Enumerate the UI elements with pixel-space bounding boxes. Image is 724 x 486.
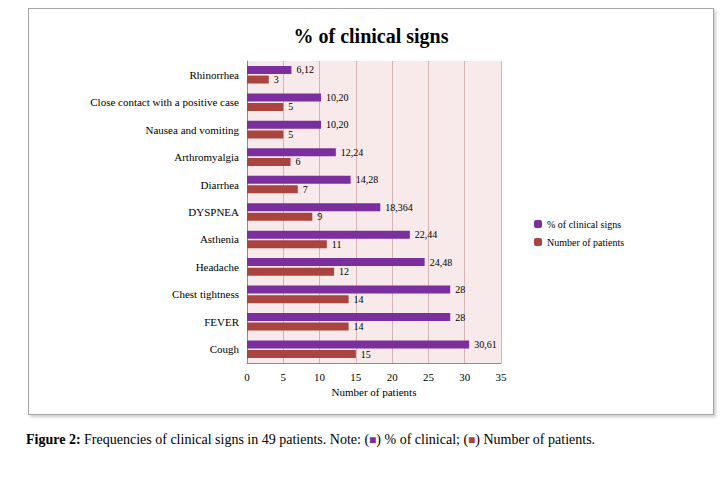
- svg-text:Number of patients: Number of patients: [332, 386, 417, 398]
- svg-text:14: 14: [354, 294, 364, 305]
- svg-text:% of clinical signs: % of clinical signs: [293, 25, 448, 48]
- svg-text:28: 28: [455, 312, 465, 323]
- svg-text:24,48: 24,48: [430, 257, 453, 268]
- svg-text:15: 15: [361, 349, 371, 360]
- svg-text:10: 10: [314, 371, 326, 383]
- svg-text:5: 5: [288, 101, 293, 112]
- svg-text:25: 25: [423, 371, 435, 383]
- svg-text:Rhinorrhea: Rhinorrhea: [190, 69, 240, 81]
- svg-text:Number of patients: Number of patients: [547, 237, 624, 248]
- svg-text:5: 5: [288, 129, 293, 140]
- svg-text:5: 5: [281, 371, 287, 383]
- html-text:Figure 2: Frequencies of clini: Figure 2: Frequencies of clinical signs …: [26, 432, 596, 447]
- svg-text:14: 14: [354, 321, 364, 332]
- svg-text:11: 11: [332, 239, 342, 250]
- svg-text:Close contact with a positive: Close contact with a positive case: [90, 96, 239, 108]
- svg-text:FEVER: FEVER: [204, 316, 240, 328]
- svg-text:Arthromyalgia: Arthromyalgia: [174, 151, 239, 163]
- svg-text:% of clinical signs: % of clinical signs: [547, 219, 621, 230]
- svg-text:Asthenia: Asthenia: [200, 233, 239, 245]
- svg-text:35: 35: [496, 371, 508, 383]
- svg-text:Nausea and vomiting: Nausea and vomiting: [146, 124, 240, 136]
- svg-text:30,61: 30,61: [474, 339, 497, 350]
- svg-text:18,364: 18,364: [385, 202, 413, 213]
- svg-text:12: 12: [339, 266, 349, 277]
- svg-text:7: 7: [303, 184, 308, 195]
- svg-text:Diarrhea: Diarrhea: [201, 179, 240, 191]
- svg-text:14,28: 14,28: [356, 174, 379, 185]
- svg-text:6,12: 6,12: [296, 64, 314, 75]
- svg-text:12,24: 12,24: [341, 147, 364, 158]
- svg-text:9: 9: [317, 211, 322, 222]
- svg-text:3: 3: [274, 74, 279, 85]
- svg-text:22,44: 22,44: [415, 229, 438, 240]
- svg-text:10,20: 10,20: [326, 119, 349, 130]
- svg-text:Cough: Cough: [210, 343, 240, 355]
- svg-text:DYSPNEA: DYSPNEA: [188, 206, 239, 218]
- svg-text:15: 15: [350, 371, 362, 383]
- svg-text:30: 30: [459, 371, 471, 383]
- svg-text:28: 28: [455, 284, 465, 295]
- svg-text:6: 6: [296, 156, 301, 167]
- svg-text:0: 0: [244, 371, 250, 383]
- svg-text:10,20: 10,20: [326, 92, 349, 103]
- svg-text:Headache: Headache: [196, 261, 239, 273]
- svg-text:20: 20: [387, 371, 399, 383]
- svg-text:Chest tightness: Chest tightness: [172, 288, 239, 300]
